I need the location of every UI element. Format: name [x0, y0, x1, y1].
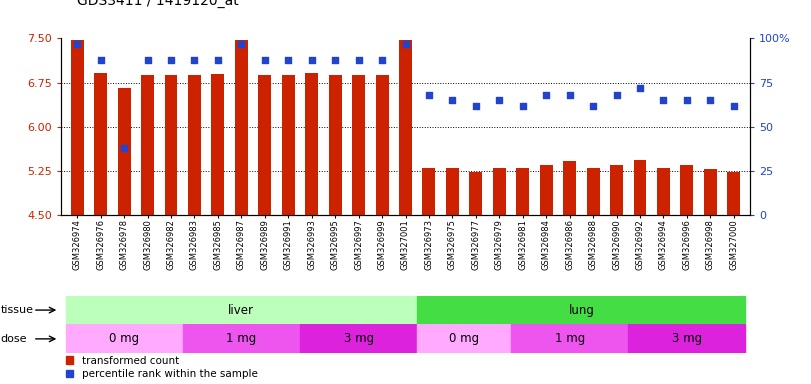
Text: 1 mg: 1 mg — [555, 333, 585, 345]
Bar — [517, 168, 530, 215]
Bar — [563, 161, 576, 215]
Point — [118, 145, 131, 151]
Point — [235, 41, 248, 47]
Point — [610, 92, 623, 98]
Bar — [182, 324, 300, 353]
Bar — [586, 168, 599, 215]
Bar — [212, 74, 225, 215]
Bar — [281, 75, 294, 215]
Point — [188, 56, 201, 63]
Point — [423, 92, 436, 98]
Point — [375, 56, 388, 63]
Text: lung: lung — [569, 304, 594, 316]
Point — [212, 56, 225, 63]
Bar — [71, 40, 84, 215]
Point — [94, 56, 107, 63]
Bar — [141, 75, 154, 215]
Bar — [165, 75, 178, 215]
Point — [493, 97, 506, 103]
Point — [563, 92, 576, 98]
Bar — [188, 75, 201, 215]
Bar — [300, 324, 417, 353]
Bar — [328, 75, 341, 215]
Bar — [375, 75, 388, 215]
Point — [727, 103, 740, 109]
Point — [399, 41, 412, 47]
Point — [704, 97, 717, 103]
Point — [281, 56, 294, 63]
Bar — [399, 40, 412, 215]
Bar — [633, 160, 646, 215]
Bar — [235, 40, 248, 215]
Point — [328, 56, 341, 63]
Point — [539, 92, 552, 98]
Point — [305, 56, 318, 63]
Bar — [259, 75, 271, 215]
Bar — [305, 73, 318, 215]
Point — [259, 56, 272, 63]
Bar — [417, 296, 745, 324]
Legend: transformed count, percentile rank within the sample: transformed count, percentile rank withi… — [66, 356, 258, 379]
Bar — [94, 73, 107, 215]
Point — [141, 56, 154, 63]
Text: 3 mg: 3 mg — [344, 333, 374, 345]
Bar — [118, 88, 131, 215]
Text: 3 mg: 3 mg — [672, 333, 702, 345]
Bar — [493, 168, 506, 215]
Text: dose: dose — [1, 334, 28, 344]
Point — [71, 41, 84, 47]
Text: liver: liver — [229, 304, 255, 316]
Bar — [657, 168, 670, 215]
Point — [517, 103, 530, 109]
Bar — [704, 169, 717, 215]
Point — [446, 97, 459, 103]
Text: 0 mg: 0 mg — [109, 333, 139, 345]
Text: 1 mg: 1 mg — [226, 333, 256, 345]
Bar — [66, 324, 182, 353]
Text: 0 mg: 0 mg — [449, 333, 479, 345]
Bar — [540, 165, 552, 215]
Point — [680, 97, 693, 103]
Bar — [680, 165, 693, 215]
Point — [352, 56, 365, 63]
Bar — [470, 172, 483, 215]
Text: tissue: tissue — [1, 305, 34, 315]
Bar — [66, 296, 417, 324]
Bar — [727, 172, 740, 215]
Bar — [629, 324, 745, 353]
Bar — [423, 168, 436, 215]
Bar — [446, 168, 459, 215]
Point — [165, 56, 178, 63]
Text: GDS3411 / 1419120_at: GDS3411 / 1419120_at — [77, 0, 238, 8]
Bar — [352, 75, 365, 215]
Bar — [417, 324, 511, 353]
Point — [657, 97, 670, 103]
Point — [633, 85, 646, 91]
Point — [586, 103, 599, 109]
Bar — [610, 165, 623, 215]
Bar — [511, 324, 629, 353]
Point — [470, 103, 483, 109]
